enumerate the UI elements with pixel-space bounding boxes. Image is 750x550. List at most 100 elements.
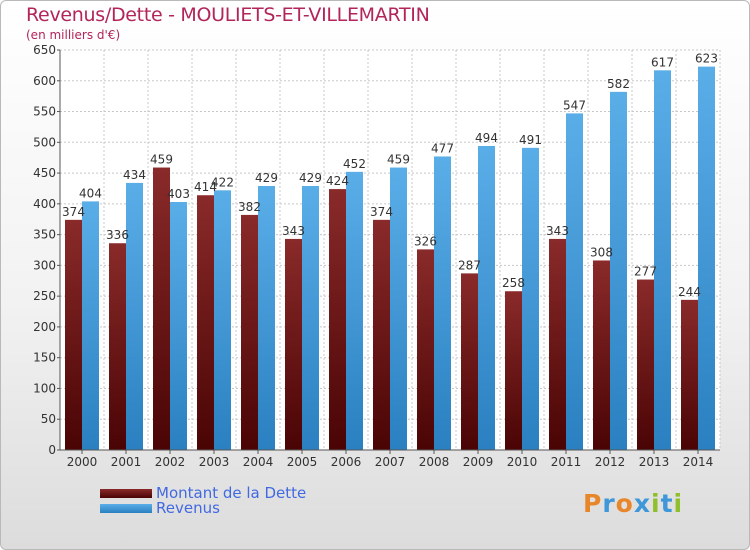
value-label-dette: 343: [546, 224, 569, 238]
bar-revenus: [126, 182, 143, 450]
bar-revenus: [478, 146, 495, 450]
x-tick-label: 2010: [507, 455, 538, 469]
value-label-revenus: 429: [299, 171, 322, 185]
legend-label-dette: Montant de la Dette: [156, 484, 307, 502]
value-label-dette: 287: [458, 258, 481, 272]
value-label-dette: 424: [326, 174, 349, 188]
bar-dette: [505, 291, 522, 450]
x-tick-label: 2008: [419, 455, 450, 469]
value-label-dette: 459: [150, 153, 173, 167]
axes: 0 50 100 150 200 250 300 350 400 450 500 550 600 650 2…: [33, 43, 720, 469]
value-label-dette: 258: [502, 276, 525, 290]
value-label-revenus: 491: [519, 133, 542, 147]
bar-revenus: [258, 186, 275, 450]
bar-dette: [373, 219, 390, 450]
y-tick-label: 450: [33, 166, 56, 180]
bar-revenus: [434, 156, 451, 450]
value-label-revenus: 617: [651, 55, 674, 69]
x-tick-label: 2007: [375, 455, 406, 469]
chart-subtitle: (en milliers d'€): [26, 28, 121, 42]
bar-dette: [461, 273, 478, 450]
value-label-revenus: 582: [607, 77, 630, 91]
bar-dette: [549, 238, 566, 450]
x-tick-label: 2003: [199, 455, 230, 469]
bar-revenus: [390, 167, 407, 451]
value-label-revenus: 547: [563, 98, 586, 112]
value-label-dette: 277: [634, 265, 657, 279]
value-label-revenus: 434: [123, 168, 146, 182]
value-label-dette: 414: [194, 180, 217, 194]
value-label-revenus: 422: [211, 175, 234, 189]
value-label-dette: 374: [370, 205, 393, 219]
value-label-revenus: 477: [431, 141, 454, 155]
y-tick-label: 400: [33, 197, 56, 211]
value-label-revenus: 429: [255, 171, 278, 185]
x-tick-label: 2002: [155, 455, 186, 469]
bar-dette: [681, 299, 698, 450]
bar-dette: [65, 219, 82, 450]
x-tick-label: 2006: [331, 455, 362, 469]
chart-title: Revenus/Dette - MOULIETS-ET-VILLEMARTIN: [26, 4, 430, 26]
logo-letter: i: [673, 489, 684, 518]
bar-dette: [417, 249, 434, 450]
value-label-revenus: 623: [695, 52, 718, 66]
bar-dette: [593, 260, 610, 450]
bar-dette: [285, 238, 302, 450]
y-tick-label: 200: [33, 320, 56, 334]
x-tick-label: 2005: [287, 455, 318, 469]
y-tick-label: 650: [33, 43, 56, 57]
bars: [65, 66, 715, 451]
value-label-dette: 326: [414, 234, 437, 248]
logo-letter: x: [633, 489, 651, 518]
y-tick-label: 150: [33, 351, 56, 365]
bar-dette: [241, 214, 258, 450]
value-label-revenus: 404: [79, 186, 102, 200]
x-tick-label: 2011: [551, 455, 582, 469]
value-label-revenus: 403: [167, 187, 190, 201]
value-label-dette: 336: [106, 228, 129, 242]
bar-dette: [329, 189, 346, 451]
x-tick-label: 2014: [683, 455, 714, 469]
logo-letter: o: [615, 489, 634, 518]
bar-revenus: [610, 91, 627, 450]
y-tick-label: 50: [41, 412, 56, 426]
value-label-dette: 374: [62, 205, 85, 219]
x-tick-label: 2001: [111, 455, 142, 469]
x-tick-label: 2000: [67, 455, 98, 469]
y-tick-label: 550: [33, 105, 56, 119]
logo-letter: P: [583, 489, 603, 518]
logo-letter: i: [651, 489, 661, 518]
y-tick-label: 100: [33, 381, 56, 395]
bar-revenus: [654, 70, 671, 451]
bar-dette: [109, 243, 126, 450]
x-tick-label: 2004: [243, 455, 274, 469]
x-tick-label: 2012: [595, 455, 626, 469]
y-tick-label: 600: [33, 74, 56, 88]
logo-letter: r: [602, 489, 616, 518]
bar-dette: [153, 167, 170, 451]
bar-revenus: [698, 66, 715, 450]
bar-revenus: [566, 113, 583, 450]
legend-swatch-dette: [100, 489, 152, 498]
legend-label-revenus: Revenus: [156, 499, 220, 517]
x-tick-label: 2013: [639, 455, 670, 469]
bar-dette: [197, 195, 214, 450]
y-tick-label: 350: [33, 228, 56, 242]
bar-revenus: [346, 171, 363, 450]
x-tick-label: 2009: [463, 455, 494, 469]
proxiti-logo: Proxiti: [583, 489, 683, 518]
bar-revenus: [302, 186, 319, 450]
bar-revenus: [522, 147, 539, 450]
bar-revenus: [214, 190, 231, 451]
value-label-dette: 382: [238, 200, 261, 214]
bar-revenus: [82, 201, 99, 450]
y-tick-label: 250: [33, 289, 56, 303]
value-label-dette: 308: [590, 245, 613, 259]
y-tick-label: 0: [48, 443, 56, 457]
legend-swatch-revenus: [100, 504, 152, 513]
value-label-dette: 244: [678, 285, 701, 299]
value-label-revenus: 452: [343, 157, 366, 171]
value-label-revenus: 459: [387, 153, 410, 167]
